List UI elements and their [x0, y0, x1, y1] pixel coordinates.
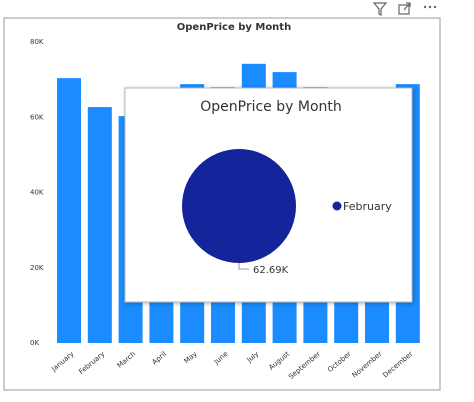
tooltip-title: OpenPrice by Month: [200, 99, 342, 115]
chart-title: OpenPrice by Month: [177, 22, 291, 33]
x-tick-label: October: [326, 350, 353, 374]
y-tick-label: 20K: [30, 264, 44, 272]
data-label: 62.69K: [253, 265, 289, 276]
x-tick-label: March: [116, 350, 137, 370]
legend-marker: [332, 201, 342, 211]
bar: [57, 78, 81, 344]
x-tick-label: November: [351, 350, 384, 380]
y-tick-label: 0K: [30, 339, 39, 347]
pie-slice: [182, 149, 296, 263]
bar: [87, 107, 112, 343]
x-tick-label: September: [287, 350, 322, 381]
x-tick-label: February: [77, 350, 106, 376]
legend-label: February: [343, 200, 392, 213]
filter-icon[interactable]: [372, 2, 388, 16]
x-tick-label: January: [49, 350, 75, 374]
tooltip: OpenPrice by Month 62.69K February: [124, 87, 413, 303]
y-tick-label: 60K: [30, 113, 44, 121]
visual-border: [3, 17, 441, 391]
x-tick-label: April: [151, 350, 168, 366]
label-leader: [238, 263, 249, 270]
pie-layer: 62.69K February: [182, 149, 392, 276]
focus-icon[interactable]: [398, 2, 411, 15]
more-icon[interactable]: [423, 5, 437, 9]
x-tick-label: May: [183, 350, 199, 365]
y-tick-label: 80K: [30, 38, 44, 46]
x-tick-label: July: [245, 350, 261, 365]
y-tick-label: 40K: [30, 189, 44, 197]
visual-header: [372, 2, 437, 16]
x-tick-label: December: [381, 350, 414, 380]
x-tick-label: June: [212, 350, 230, 367]
x-tick-label: August: [267, 350, 291, 372]
